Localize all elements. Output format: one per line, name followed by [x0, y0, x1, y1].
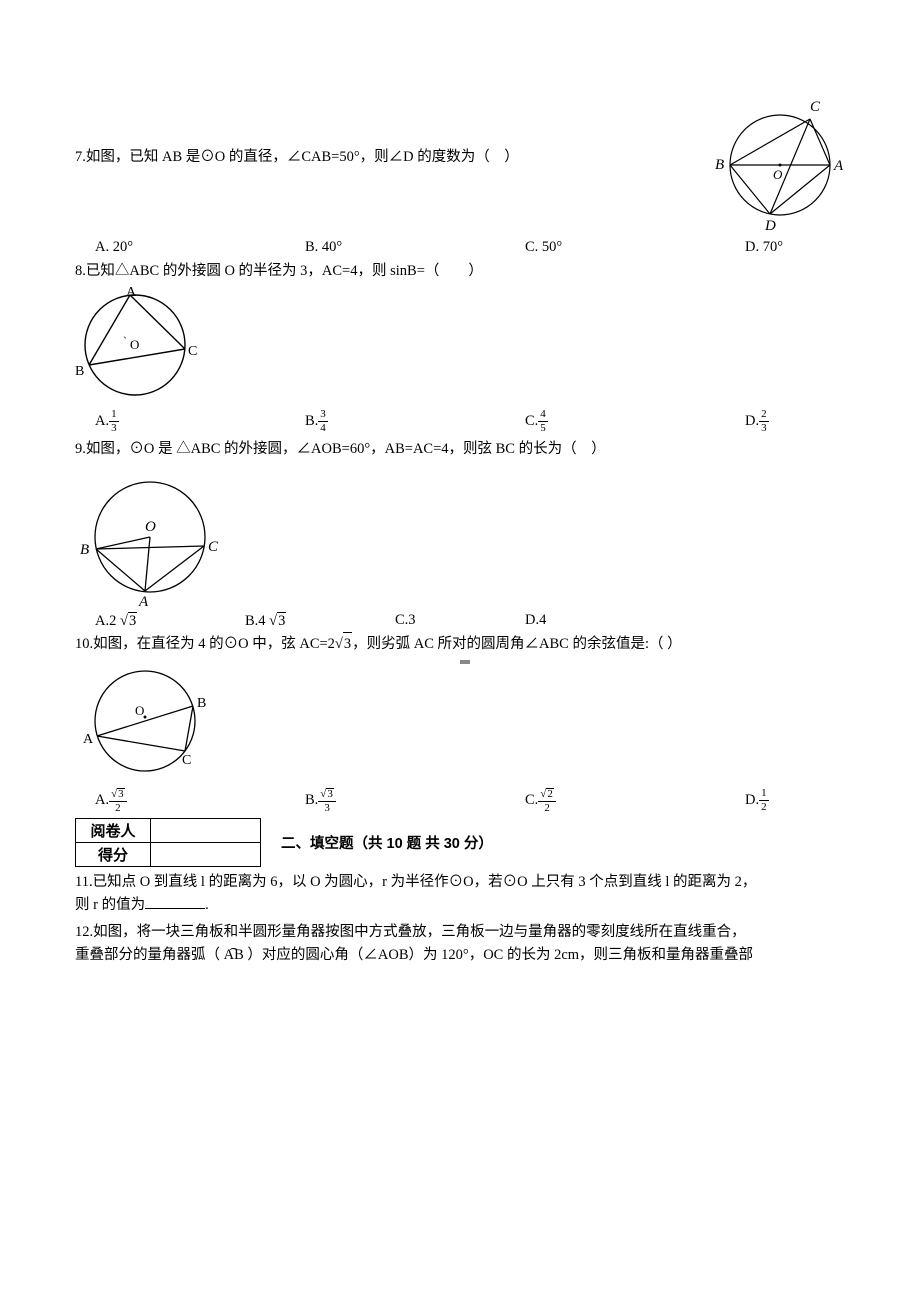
q8-option-b: B. 34	[305, 409, 525, 434]
q12: 12.如图，将一块三角板和半圆形量角器按图中方式叠放，三角板一边与量角器的零刻度…	[75, 921, 845, 967]
svg-text:O: O	[130, 337, 139, 352]
svg-text:O: O	[135, 703, 144, 718]
q7-option-b: B. 40°	[305, 239, 525, 256]
svg-text:O: O	[145, 519, 156, 535]
q10-diagram: O A B C	[75, 661, 220, 786]
q10-option-b: B. √33	[305, 788, 525, 814]
score-blank	[151, 842, 261, 866]
svg-text:O: O	[773, 167, 783, 182]
q10-option-c: C. √22	[525, 788, 745, 814]
q11: 11.已知点 O 到直线 l 的距离为 6，以 O 为圆心，r 为半径作⊙O，若…	[75, 871, 845, 917]
q9-prompt: 9.如图，⊙O 是 △ABC 的外接圆，∠AOB=60°，AB=AC=4，则弦 …	[75, 438, 845, 461]
score-label: 得分	[76, 842, 151, 866]
svg-text:`: `	[123, 334, 127, 348]
svg-text:B: B	[197, 696, 206, 711]
svg-text:A: A	[126, 287, 137, 300]
q11-line1: 11.已知点 O 到直线 l 的距离为 6，以 O 为圆心，r 为半径作⊙O，若…	[75, 871, 845, 894]
grader-label: 阅卷人	[76, 818, 151, 842]
q9-option-b: B.4 √3	[245, 612, 395, 630]
svg-text:A: A	[138, 594, 149, 610]
section-2-header: 阅卷人 得分 二、填空题（共 10 题 共 30 分）	[75, 818, 845, 867]
q9-option-a: A.2 √3	[95, 612, 245, 630]
svg-text:D: D	[764, 218, 776, 234]
q8-option-c: C. 45	[525, 409, 745, 434]
svg-text:C: C	[182, 753, 191, 768]
q12-line2: 重叠部分的量角器弧（ AB ）对应的圆心角（∠AOB）为 120°，OC 的长为…	[75, 944, 845, 967]
q11-line2: 则 r 的值为.	[75, 894, 845, 917]
svg-text:C: C	[810, 99, 821, 115]
q7-diagram: C B O A D	[715, 80, 845, 235]
arc-ab: AB	[224, 944, 244, 967]
q7-option-d: D. 70°	[745, 239, 783, 256]
grader-blank	[151, 818, 261, 842]
q10-option-a: A. √32	[95, 788, 305, 814]
q8-prompt: 8.已知△ABC 的外接圆 O 的半径为 3，AC=4，则 sinB=（ ）	[75, 260, 845, 283]
svg-text:A: A	[833, 158, 844, 174]
q10-option-d: D. 12	[745, 788, 769, 814]
center-marker	[460, 651, 470, 655]
q12-line1: 12.如图，将一块三角板和半圆形量角器按图中方式叠放，三角板一边与量角器的零刻度…	[75, 921, 845, 944]
q9-option-c: C.3	[395, 612, 525, 630]
q10-options: A. √32 B. √33 C. √22 D. 12	[75, 788, 845, 814]
question-7: 7.如图，已知 AB 是⊙O 的直径，∠CAB=50°，则∠D 的度数为（ ） …	[75, 80, 845, 235]
q8-option-a: A. 13	[95, 409, 305, 434]
q9-option-d: D.4	[525, 612, 546, 630]
svg-text:B: B	[715, 157, 724, 173]
q9-diagram: O B C A	[75, 465, 225, 610]
q8-diagram: ` O A B C	[75, 287, 205, 407]
q7-options: A. 20° B. 40° C. 50° D. 70°	[75, 239, 845, 256]
q9-options: A.2 √3 B.4 √3 C.3 D.4	[75, 612, 845, 630]
q7-option-a: A. 20°	[95, 239, 305, 256]
q8-option-d: D. 23	[745, 409, 769, 434]
q7-option-c: C. 50°	[525, 239, 745, 256]
svg-text:B: B	[80, 542, 89, 558]
svg-text:A: A	[83, 732, 94, 747]
svg-text:C: C	[208, 539, 219, 555]
svg-text:C: C	[188, 344, 197, 359]
section-2-title: 二、填空题（共 10 题 共 30 分）	[281, 832, 493, 853]
q8-options: A. 13 B. 34 C. 45 D. 23	[75, 409, 845, 434]
q7-prompt: 7.如图，已知 AB 是⊙O 的直径，∠CAB=50°，则∠D 的度数为（ ）	[75, 146, 707, 169]
fill-blank	[145, 894, 205, 909]
grading-table: 阅卷人 得分	[75, 818, 261, 867]
svg-text:B: B	[75, 364, 84, 379]
